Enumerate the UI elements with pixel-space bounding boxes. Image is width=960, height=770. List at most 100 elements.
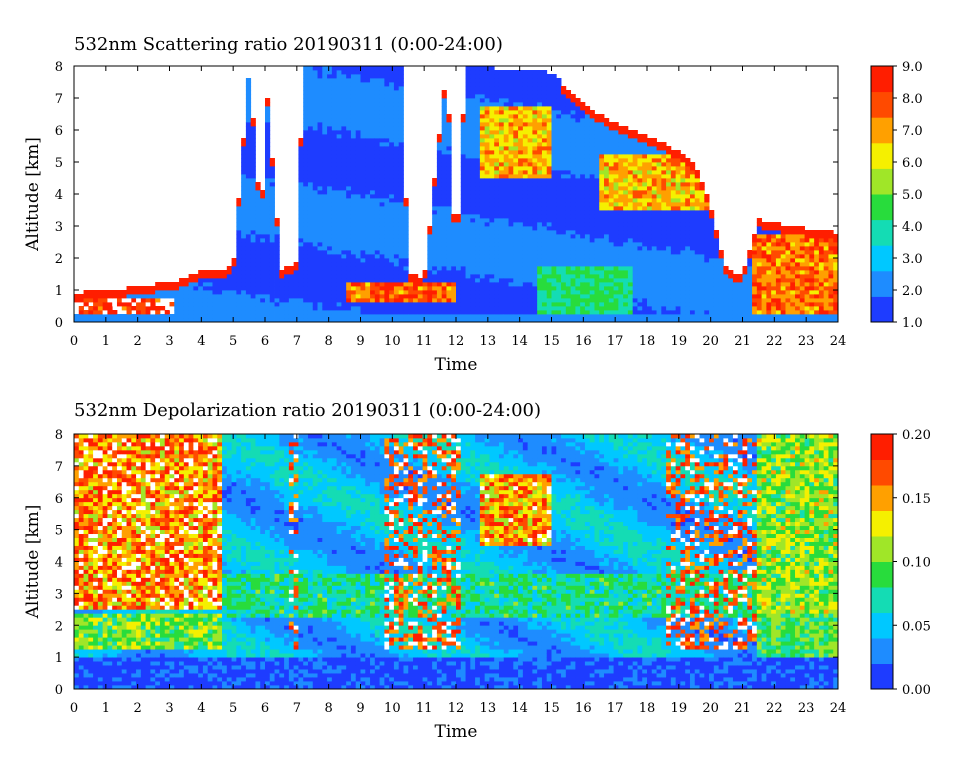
heatmap-cell	[522, 154, 529, 159]
heatmap-cell	[360, 254, 366, 259]
heatmap-cell	[484, 174, 490, 179]
heatmap-cell	[584, 170, 591, 175]
heatmap-cell	[604, 146, 610, 151]
heatmap-cell	[331, 158, 338, 163]
heatmap-cell	[413, 298, 419, 303]
heatmap-cell	[446, 214, 452, 219]
heatmap-cell	[241, 318, 247, 323]
heatmap-cell	[393, 74, 400, 79]
heatmap-cell	[288, 278, 295, 283]
heatmap-cell	[575, 242, 581, 247]
heatmap-cell	[365, 282, 371, 287]
heatmap-cell	[565, 154, 572, 159]
heatmap-cell	[556, 106, 562, 111]
heatmap-cell	[346, 290, 352, 295]
heatmap-cell	[365, 298, 371, 303]
heatmap-cell	[403, 198, 409, 203]
heatmap-cell	[398, 186, 404, 191]
heatmap-cell	[546, 130, 552, 135]
heatmap-cell	[632, 234, 638, 239]
heatmap-cell	[322, 222, 328, 227]
heatmap-cell	[303, 142, 309, 147]
heatmap-cell	[541, 190, 548, 195]
heatmap-cell	[570, 134, 576, 139]
heatmap-cell	[632, 254, 638, 259]
heatmap-cell	[637, 254, 643, 259]
heatmap-cell	[150, 302, 156, 307]
heatmap-cell	[456, 294, 462, 299]
heatmap-cell	[637, 262, 643, 267]
heatmap-cell	[432, 310, 438, 315]
heatmap-cell	[365, 310, 371, 315]
heatmap-cell	[365, 206, 371, 211]
heatmap-cell	[355, 302, 361, 307]
heatmap-cell	[422, 306, 428, 311]
heatmap-cell	[556, 306, 562, 311]
heatmap-cell	[93, 310, 99, 315]
heatmap-cell	[670, 314, 677, 319]
heatmap-cell	[656, 230, 662, 235]
heatmap-cell	[613, 270, 619, 275]
heatmap-cell	[513, 198, 519, 203]
heatmap-cell	[589, 174, 595, 179]
heatmap-cell	[446, 170, 452, 175]
heatmap-cell	[336, 162, 342, 167]
heatmap-cell	[647, 234, 653, 239]
heatmap-cell	[647, 222, 653, 227]
heatmap-cell	[269, 186, 275, 191]
heatmap-cell	[479, 170, 486, 175]
heatmap-cell	[479, 122, 486, 127]
heatmap-cell	[551, 258, 557, 263]
heatmap-cell	[432, 246, 438, 251]
heatmap-cell	[408, 294, 414, 299]
heatmap-cell	[317, 126, 323, 131]
heatmap-cell	[584, 202, 591, 207]
heatmap-cell	[666, 238, 672, 243]
heatmap-cell	[322, 202, 328, 207]
heatmap-cell	[479, 230, 486, 235]
heatmap-cell	[647, 318, 653, 323]
heatmap-cell	[484, 266, 490, 271]
heatmap-cell	[307, 302, 314, 307]
heatmap-cell	[436, 202, 443, 207]
heatmap-cell	[446, 314, 452, 319]
heatmap-cell	[346, 294, 352, 299]
heatmap-cell	[627, 238, 634, 243]
heatmap-cell	[441, 114, 447, 119]
heatmap-cell	[623, 130, 629, 135]
heatmap-cell	[331, 298, 338, 303]
heatmap-cell	[236, 238, 242, 243]
heatmap-cell	[541, 242, 548, 247]
heatmap-cell	[384, 270, 390, 275]
heatmap-cell	[608, 174, 614, 179]
heatmap-cell	[303, 118, 309, 123]
heatmap-cell	[327, 258, 333, 263]
heatmap-cell	[121, 302, 127, 307]
heatmap-cell	[317, 94, 323, 99]
heatmap-cell	[250, 194, 256, 199]
chart-title: 532nm Scattering ratio 20190311 (0:00-24…	[74, 34, 503, 55]
heatmap-cell	[370, 250, 376, 255]
heatmap-cell	[446, 114, 452, 119]
heatmap-cell	[250, 306, 256, 311]
heatmap-cell	[432, 262, 438, 267]
heatmap-cell	[642, 310, 648, 315]
heatmap-cell	[475, 302, 481, 307]
heatmap-cell	[561, 98, 567, 103]
heatmap-cell	[522, 206, 529, 211]
heatmap-cell	[303, 318, 309, 323]
heatmap-cell	[470, 302, 476, 307]
heatmap-cell	[413, 282, 419, 287]
heatmap-cell	[255, 306, 261, 311]
heatmap-cell	[241, 234, 247, 239]
heatmap-cell	[341, 154, 347, 159]
heatmap-cell	[379, 130, 385, 135]
heatmap-cell	[489, 274, 495, 279]
heatmap-cell	[346, 130, 352, 135]
heatmap-cell	[327, 306, 333, 311]
heatmap-cell	[312, 102, 318, 107]
heatmap-cell	[570, 314, 576, 319]
heatmap-cell	[503, 174, 509, 179]
heatmap-cell	[508, 150, 514, 155]
heatmap-cell	[594, 266, 600, 271]
